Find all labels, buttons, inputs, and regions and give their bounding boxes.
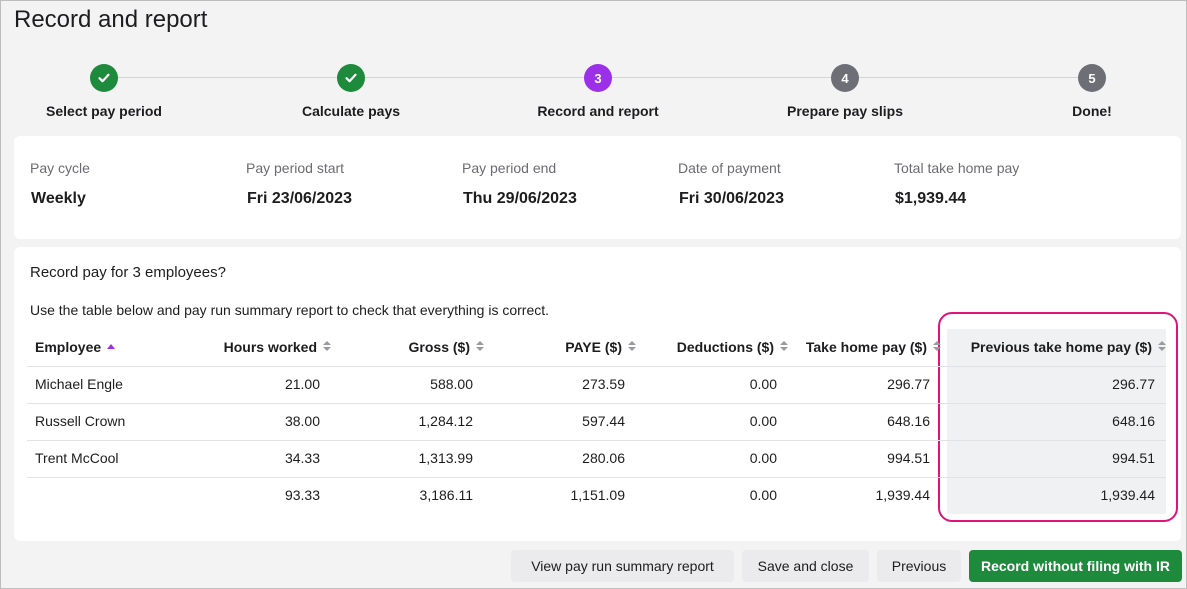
column-header[interactable]: Hours worked (171, 329, 331, 366)
total-cell: 0.00 (749, 487, 777, 503)
table-cell: 588.00 (430, 376, 473, 392)
summary-value: Thu 29/06/2023 (463, 190, 577, 207)
total-cell: 1,939.44 (875, 487, 931, 503)
page-title: Record and report (14, 6, 208, 33)
button[interactable]: View pay run summary report (511, 550, 734, 582)
column-header[interactable]: Deductions ($) (636, 329, 788, 366)
summary-label: Pay period start (246, 160, 345, 176)
table-cell: 1,313.99 (418, 450, 474, 466)
column-header-text: Take home pay ($) (805, 339, 927, 355)
table-cell: 648.16 (887, 413, 930, 429)
total-cell: 1,939.44 (1100, 487, 1156, 503)
summary-label: Pay cycle (30, 160, 90, 176)
column-header-text: Employee (35, 339, 102, 355)
row-divider (27, 403, 1166, 404)
column-header-text: Hours worked (223, 339, 317, 355)
summary-value: $1,939.44 (895, 190, 967, 207)
button[interactable]: Record without filing with IR (969, 550, 1182, 582)
table-cell: Trent McCool (35, 450, 119, 466)
table-cell: 273.59 (582, 376, 625, 392)
column-header-text: Previous take home pay ($) (970, 339, 1152, 355)
table-cell: 648.16 (1112, 413, 1155, 429)
step-connector (365, 77, 584, 78)
step-label: Prepare pay slips (787, 103, 903, 119)
column-header-text: PAYE ($) (565, 339, 622, 355)
step-label: Select pay period (46, 103, 162, 119)
step-label: Record and report (537, 103, 659, 119)
row-divider (27, 440, 1166, 441)
button[interactable]: Previous (877, 550, 961, 582)
step-connector (612, 77, 831, 78)
column-header[interactable]: Take home pay ($) (788, 329, 941, 366)
table-note: Use the table below and pay run summary … (30, 302, 550, 318)
summary-label: Total take home pay (894, 160, 1020, 176)
summary-card (14, 136, 1181, 239)
table-cell: 0.00 (749, 376, 777, 392)
table-cell: Michael Engle (35, 376, 123, 392)
table-cell: Russell Crown (35, 413, 126, 429)
table-cell: 994.51 (887, 450, 930, 466)
column-header-text: Deductions ($) (676, 339, 774, 355)
step-marker (90, 64, 118, 92)
table-cell: 280.06 (582, 450, 625, 466)
highlight-column (947, 329, 1166, 514)
total-cell: 1,151.09 (570, 487, 626, 503)
step-connector (118, 77, 337, 78)
row-divider (27, 366, 1166, 367)
table-cell: 0.00 (749, 413, 777, 429)
table-cell: 21.00 (284, 376, 320, 392)
total-cell: 3,186.11 (419, 487, 473, 503)
column-header[interactable]: Gross ($) (331, 329, 484, 366)
table-cell: 597.44 (582, 413, 625, 429)
table-cell: 994.51 (1112, 450, 1155, 466)
column-header-text: Gross ($) (408, 339, 470, 355)
button[interactable]: Save and close (742, 550, 869, 582)
table-cell: 34.33 (284, 450, 320, 466)
summary-value: Weekly (31, 190, 86, 207)
table-cell: 296.77 (1112, 376, 1155, 392)
total-cell: 93.33 (284, 487, 320, 503)
column-header[interactable]: Previous take home pay ($) (947, 329, 1166, 366)
step-label: Calculate pays (301, 103, 401, 119)
table-title: Record pay for 3 employees? (30, 264, 226, 281)
highlight-outline (938, 312, 1178, 522)
summary-label: Pay period end (462, 160, 557, 176)
step-marker: 3 (584, 64, 612, 92)
step-marker: 5 (1078, 64, 1106, 92)
step-marker: 4 (831, 64, 859, 92)
row-divider (27, 477, 1166, 478)
summary-label: Date of payment (678, 160, 781, 176)
table-cell: 296.77 (887, 376, 930, 392)
table-cell: 0.00 (749, 450, 777, 466)
step-label: Done! (1072, 103, 1112, 119)
step-marker (337, 64, 365, 92)
column-header[interactable]: PAYE ($) (484, 329, 636, 366)
summary-value: Fri 23/06/2023 (247, 190, 352, 207)
step-connector (859, 77, 1078, 78)
table-cell: 38.00 (284, 413, 320, 429)
column-header[interactable]: Employee (27, 329, 171, 366)
table-cell: 1,284.12 (418, 413, 474, 429)
summary-value: Fri 30/06/2023 (679, 190, 784, 207)
